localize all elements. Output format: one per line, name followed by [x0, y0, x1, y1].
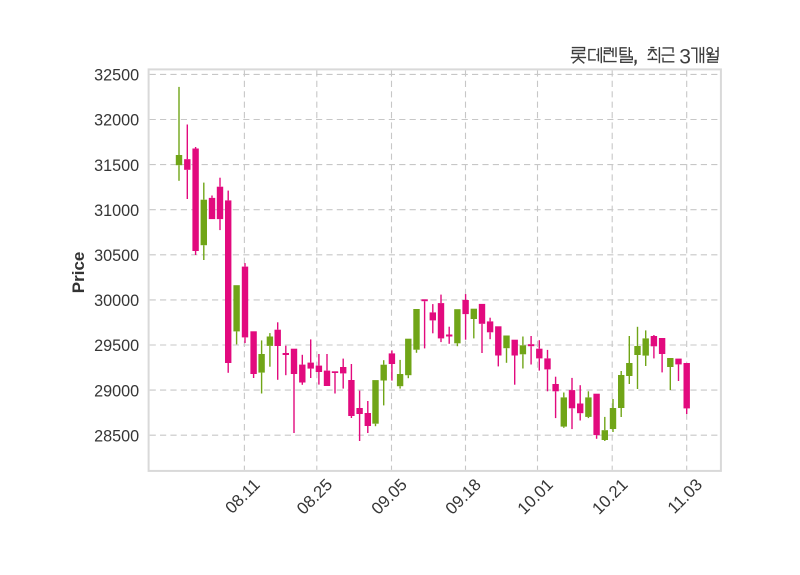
svg-text:Price: Price: [69, 252, 88, 294]
svg-text:31500: 31500: [94, 157, 139, 175]
svg-text:31000: 31000: [94, 202, 139, 220]
svg-text:28500: 28500: [94, 427, 139, 445]
svg-text:30500: 30500: [94, 247, 139, 265]
svg-text:32000: 32000: [94, 112, 139, 130]
svg-text:30000: 30000: [94, 292, 139, 310]
svg-text:29000: 29000: [94, 382, 139, 400]
svg-text:3: 3: [679, 45, 691, 68]
svg-text:29500: 29500: [94, 337, 139, 355]
svg-text:32500: 32500: [94, 67, 139, 85]
